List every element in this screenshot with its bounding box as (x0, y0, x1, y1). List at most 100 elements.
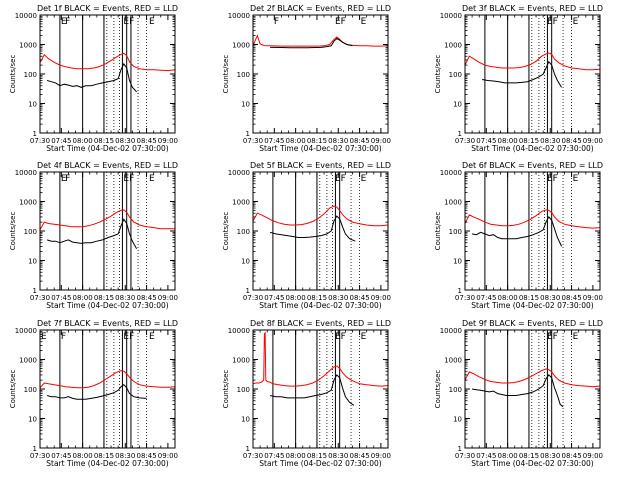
event-mark-letter: E (123, 174, 129, 184)
y-axis-title: Counts/sec (9, 55, 17, 94)
x-tick-label: 08:45 (136, 137, 156, 145)
y-axis-title: Counts/sec (434, 370, 442, 409)
x-tick-label: 07:45 (264, 137, 284, 145)
events-series-line (46, 384, 147, 400)
x-tick-label: 07:30 (30, 294, 50, 302)
event-mark-letter: E (547, 332, 553, 342)
y-tick-label: 10 (241, 416, 250, 424)
y-tick-label: 10000 (440, 327, 462, 335)
x-tick-label: 08:30 (540, 294, 560, 302)
x-tick-label: 07:45 (51, 452, 71, 460)
x-tick-label: 09:00 (158, 294, 178, 302)
x-tick-label: 07:45 (51, 294, 71, 302)
event-mark-letter: E (149, 17, 155, 27)
y-tick-label: 10 (241, 101, 250, 109)
x-tick-label: 08:45 (561, 452, 581, 460)
event-mark-letter: F (553, 332, 558, 342)
event-mark-letter: F (129, 174, 134, 184)
y-tick-label: 10 (28, 416, 37, 424)
event-mark-letter: E (335, 332, 341, 342)
x-tick-label: 08:15 (307, 137, 327, 145)
plot-frame (252, 14, 389, 134)
y-tick-label: 10000 (228, 169, 250, 177)
x-tick-label: 07:45 (476, 452, 496, 460)
chart-title: Det 4f BLACK = Events, RED = LLD (37, 161, 178, 170)
y-tick-label: 100 (237, 228, 250, 236)
event-mark-letter: F (65, 174, 70, 184)
lld-series-line (253, 331, 388, 387)
x-tick-label: 09:00 (371, 294, 391, 302)
event-mark-letter: F (341, 174, 346, 184)
y-tick-label: 10 (453, 258, 462, 266)
events-series-line (482, 60, 563, 88)
y-tick-label: 1000 (232, 357, 250, 365)
y-tick-label: 10000 (228, 327, 250, 335)
event-mark-letter: E (547, 17, 553, 27)
x-tick-label: 08:00 (286, 294, 306, 302)
lld-series-line (465, 209, 600, 229)
y-tick-label: 10000 (15, 169, 37, 177)
x-tick-label: 07:30 (455, 452, 475, 460)
event-mark-letter: F (129, 332, 134, 342)
y-axis-title: Counts/sec (222, 55, 230, 94)
y-tick-label: 10 (241, 258, 250, 266)
x-tick-label: 08:30 (115, 452, 135, 460)
event-mark-letter: E (361, 17, 367, 27)
x-axis-title: Start Time (04-Dec-02 07:30:00) (46, 144, 168, 153)
lld-series-line (465, 368, 600, 388)
event-mark-letter: F (65, 17, 70, 27)
x-tick-label: 08:30 (540, 137, 560, 145)
y-tick-label: 10000 (440, 12, 462, 20)
event-mark-letter: E (335, 174, 341, 184)
x-tick-label: 07:45 (476, 137, 496, 145)
y-tick-label: 1000 (19, 199, 37, 207)
x-tick-label: 08:00 (73, 137, 93, 145)
y-tick-label: 1 (458, 287, 462, 295)
lld-series-line (40, 370, 175, 389)
x-tick-label: 08:15 (94, 452, 114, 460)
chart-title: Det 1f BLACK = Events, RED = LLD (37, 4, 178, 13)
y-tick-label: 1000 (232, 199, 250, 207)
y-axis-title: Counts/sec (434, 212, 442, 251)
event-mark-letter: E (61, 174, 67, 184)
x-tick-label: 08:15 (519, 137, 539, 145)
y-tick-label: 10 (453, 101, 462, 109)
event-mark-letter: E (547, 174, 553, 184)
y-tick-label: 10 (453, 416, 462, 424)
x-tick-label: 07:30 (243, 137, 263, 145)
x-tick-label: 08:45 (561, 137, 581, 145)
y-tick-label: 10000 (15, 12, 37, 20)
x-tick-label: 09:00 (583, 137, 603, 145)
x-axis-title: Start Time (04-Dec-02 07:30:00) (46, 301, 168, 310)
y-tick-label: 10 (28, 101, 37, 109)
x-tick-label: 07:30 (455, 294, 475, 302)
events-series-line (46, 62, 137, 93)
x-tick-label: 08:15 (94, 294, 114, 302)
x-tick-label: 07:30 (30, 452, 50, 460)
x-tick-label: 08:45 (136, 294, 156, 302)
chart-title: Det 7f BLACK = Events, RED = LLD (37, 319, 178, 328)
event-mark-letter: E (123, 332, 129, 342)
lld-series-line (40, 52, 175, 72)
x-tick-label: 09:00 (158, 452, 178, 460)
x-axis-title: Start Time (04-Dec-02 07:30:00) (471, 459, 593, 468)
event-mark-letter: E (335, 17, 341, 27)
event-mark-letter: F (129, 17, 134, 27)
chart-title: Det 9f BLACK = Events, RED = LLD (462, 319, 603, 328)
chart-title: Det 3f BLACK = Events, RED = LLD (462, 4, 603, 13)
chart-title: Det 8f BLACK = Events, RED = LLD (250, 319, 391, 328)
y-tick-label: 1 (33, 130, 37, 138)
lld-series-line (253, 205, 388, 227)
x-tick-label: 08:00 (286, 452, 306, 460)
y-tick-label: 1 (246, 287, 250, 295)
x-tick-label: 07:30 (30, 137, 50, 145)
x-tick-label: 08:00 (73, 294, 93, 302)
y-tick-label: 1000 (444, 199, 462, 207)
x-tick-label: 08:30 (328, 137, 348, 145)
x-tick-label: 07:30 (243, 452, 263, 460)
